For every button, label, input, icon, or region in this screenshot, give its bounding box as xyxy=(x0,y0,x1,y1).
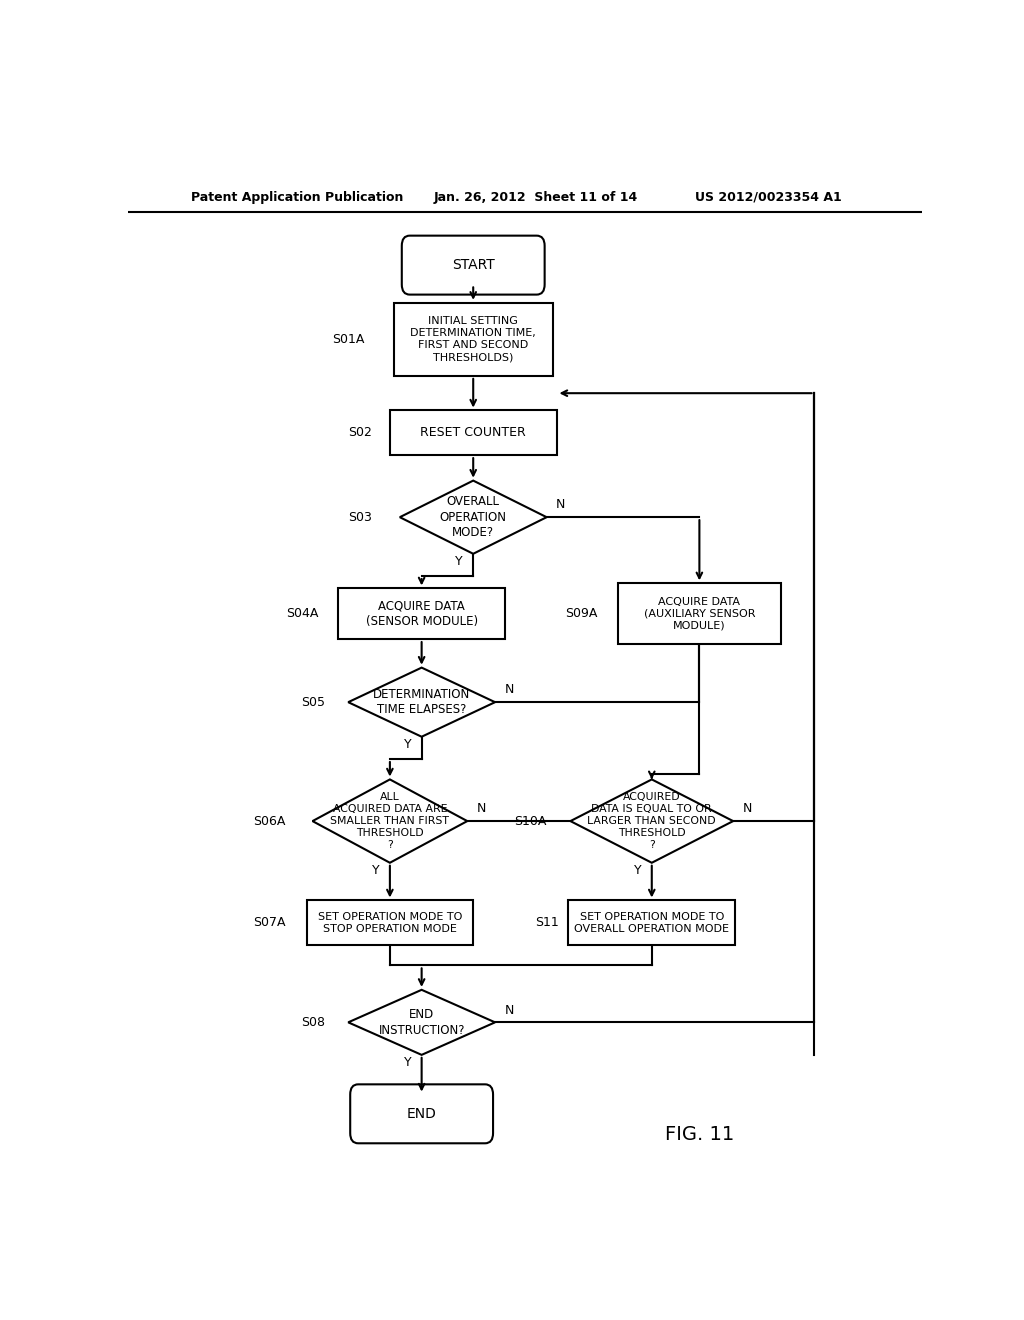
Text: Y: Y xyxy=(455,556,463,569)
Text: INITIAL SETTING
DETERMINATION TIME,
FIRST AND SECOND
THRESHOLDS): INITIAL SETTING DETERMINATION TIME, FIRS… xyxy=(411,317,537,362)
Text: SET OPERATION MODE TO
OVERALL OPERATION MODE: SET OPERATION MODE TO OVERALL OPERATION … xyxy=(574,912,729,933)
Polygon shape xyxy=(348,990,495,1055)
Text: S05: S05 xyxy=(301,696,325,709)
Text: Y: Y xyxy=(634,865,641,878)
Text: END
INSTRUCTION?: END INSTRUCTION? xyxy=(379,1008,465,1036)
Text: OVERALL
OPERATION
MODE?: OVERALL OPERATION MODE? xyxy=(439,495,507,539)
Bar xyxy=(394,302,553,376)
Text: START: START xyxy=(452,259,495,272)
Text: DETERMINATION
TIME ELAPSES?: DETERMINATION TIME ELAPSES? xyxy=(373,688,470,717)
Text: S01A: S01A xyxy=(332,333,365,346)
Text: ACQUIRE DATA
(AUXILIARY SENSOR
MODULE): ACQUIRE DATA (AUXILIARY SENSOR MODULE) xyxy=(644,597,755,631)
Text: S09A: S09A xyxy=(565,607,598,620)
Text: US 2012/0023354 A1: US 2012/0023354 A1 xyxy=(695,190,842,203)
Text: FIG. 11: FIG. 11 xyxy=(665,1125,734,1143)
Text: S06A: S06A xyxy=(253,814,285,828)
Text: Patent Application Publication: Patent Application Publication xyxy=(191,190,403,203)
Text: Y: Y xyxy=(372,865,380,878)
Text: ALL
ACQUIRED DATA ARE
SMALLER THAN FIRST
THRESHOLD
?: ALL ACQUIRED DATA ARE SMALLER THAN FIRST… xyxy=(331,792,450,850)
Bar xyxy=(390,411,557,455)
Text: S04A: S04A xyxy=(286,607,318,620)
Polygon shape xyxy=(312,779,467,863)
Polygon shape xyxy=(348,668,495,737)
Text: N: N xyxy=(556,499,565,511)
Bar xyxy=(568,900,735,945)
Text: S02: S02 xyxy=(348,426,373,440)
Text: Y: Y xyxy=(403,1056,412,1069)
Text: END: END xyxy=(407,1106,436,1121)
Text: S08: S08 xyxy=(301,1016,325,1028)
Polygon shape xyxy=(399,480,547,554)
Text: N: N xyxy=(742,803,752,816)
Text: N: N xyxy=(505,684,514,697)
Bar xyxy=(306,900,473,945)
Text: SET OPERATION MODE TO
STOP OPERATION MODE: SET OPERATION MODE TO STOP OPERATION MOD… xyxy=(317,912,462,933)
Bar xyxy=(618,583,780,644)
Text: ACQUIRED
DATA IS EQUAL TO OR
LARGER THAN SECOND
THRESHOLD
?: ACQUIRED DATA IS EQUAL TO OR LARGER THAN… xyxy=(588,792,716,850)
Text: ACQUIRE DATA
(SENSOR MODULE): ACQUIRE DATA (SENSOR MODULE) xyxy=(366,599,477,628)
Text: S07A: S07A xyxy=(253,916,285,929)
Text: S03: S03 xyxy=(348,511,373,524)
Text: Y: Y xyxy=(403,738,412,751)
Bar xyxy=(338,589,505,639)
Text: S11: S11 xyxy=(536,916,559,929)
Text: N: N xyxy=(505,1003,514,1016)
Text: S10A: S10A xyxy=(514,814,546,828)
FancyBboxPatch shape xyxy=(350,1084,494,1143)
Polygon shape xyxy=(570,779,733,863)
FancyBboxPatch shape xyxy=(401,236,545,294)
Text: RESET COUNTER: RESET COUNTER xyxy=(420,426,526,440)
Text: Jan. 26, 2012  Sheet 11 of 14: Jan. 26, 2012 Sheet 11 of 14 xyxy=(433,190,638,203)
Text: N: N xyxy=(477,803,486,816)
